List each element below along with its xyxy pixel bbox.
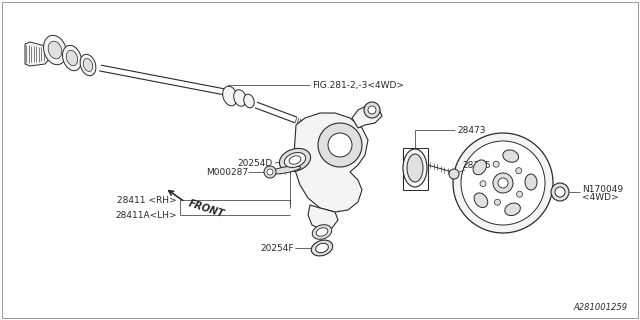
Circle shape xyxy=(498,178,508,188)
Text: FRONT: FRONT xyxy=(187,198,225,219)
Circle shape xyxy=(368,106,376,114)
Circle shape xyxy=(551,183,569,201)
Ellipse shape xyxy=(269,166,301,174)
Ellipse shape xyxy=(67,50,77,66)
Ellipse shape xyxy=(525,174,537,190)
Text: 28365: 28365 xyxy=(462,161,491,170)
Text: A281001259: A281001259 xyxy=(574,303,628,313)
Ellipse shape xyxy=(223,86,237,106)
Polygon shape xyxy=(25,42,50,66)
Ellipse shape xyxy=(503,150,518,162)
Text: FIG.281-2,-3<4WD>: FIG.281-2,-3<4WD> xyxy=(312,81,404,90)
Ellipse shape xyxy=(234,90,246,106)
Ellipse shape xyxy=(316,228,328,236)
Text: 28473: 28473 xyxy=(457,125,486,134)
Ellipse shape xyxy=(48,41,62,59)
Text: M000287: M000287 xyxy=(206,167,248,177)
Polygon shape xyxy=(308,205,338,230)
Circle shape xyxy=(495,199,500,205)
Text: 20254F: 20254F xyxy=(260,244,294,252)
Ellipse shape xyxy=(474,193,488,208)
Text: 20254D: 20254D xyxy=(237,158,273,167)
Text: 28411A<LH>: 28411A<LH> xyxy=(115,211,177,220)
Text: <4WD>: <4WD> xyxy=(582,193,619,202)
Ellipse shape xyxy=(505,203,520,216)
Ellipse shape xyxy=(407,154,423,182)
Circle shape xyxy=(267,169,273,175)
Text: N170049: N170049 xyxy=(582,185,623,194)
Ellipse shape xyxy=(80,54,96,76)
Ellipse shape xyxy=(63,45,81,71)
Circle shape xyxy=(516,191,523,197)
Ellipse shape xyxy=(280,148,310,172)
Ellipse shape xyxy=(311,240,333,256)
Ellipse shape xyxy=(316,243,328,253)
Circle shape xyxy=(364,102,380,118)
Circle shape xyxy=(453,133,553,233)
Ellipse shape xyxy=(473,160,486,175)
Ellipse shape xyxy=(403,149,427,187)
Circle shape xyxy=(318,123,362,167)
Ellipse shape xyxy=(284,153,306,167)
Circle shape xyxy=(555,187,565,197)
Circle shape xyxy=(328,133,352,157)
Polygon shape xyxy=(352,105,382,128)
Circle shape xyxy=(480,181,486,187)
Ellipse shape xyxy=(312,225,332,239)
Ellipse shape xyxy=(244,94,254,108)
Circle shape xyxy=(449,169,459,179)
Text: 28411 <RH>: 28411 <RH> xyxy=(117,196,177,204)
Polygon shape xyxy=(294,113,368,212)
Circle shape xyxy=(461,141,545,225)
Circle shape xyxy=(264,166,276,178)
Circle shape xyxy=(493,161,499,167)
Ellipse shape xyxy=(83,59,93,71)
Ellipse shape xyxy=(44,35,67,65)
Circle shape xyxy=(516,168,522,174)
Circle shape xyxy=(493,173,513,193)
Ellipse shape xyxy=(289,156,301,164)
